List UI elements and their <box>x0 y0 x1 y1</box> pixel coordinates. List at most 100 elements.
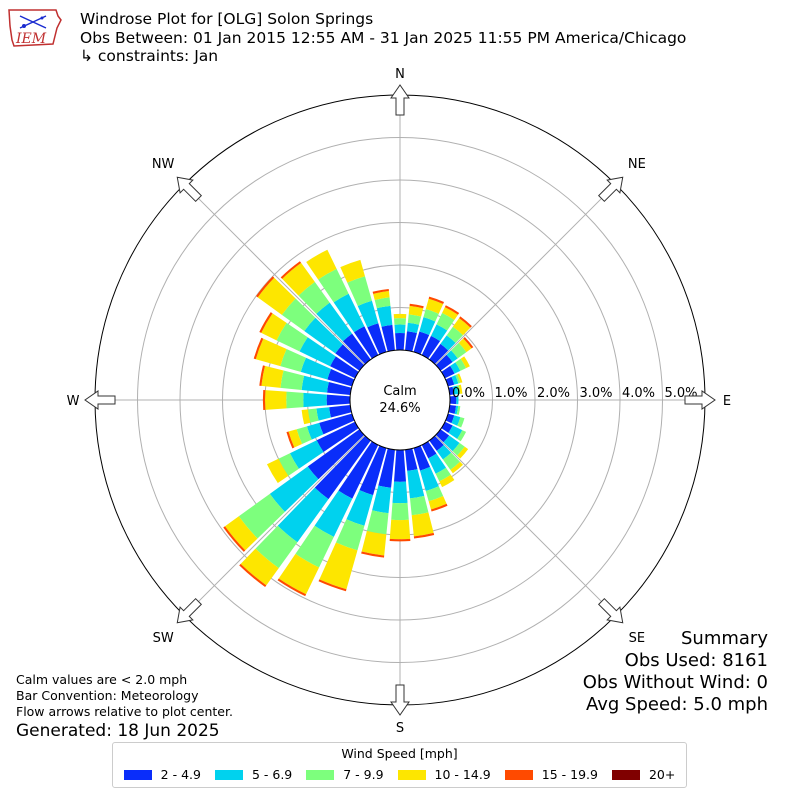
wind-bar-segment <box>333 293 365 333</box>
wind-bar-segment <box>376 305 393 327</box>
legend-swatch <box>504 769 533 780</box>
compass-label: SW <box>153 631 174 646</box>
wind-bar-segment <box>306 249 337 280</box>
wind-bar-segment <box>301 409 311 425</box>
wind-bar-segment <box>389 519 411 540</box>
wind-bar-segment <box>429 343 449 365</box>
wind-bar-segment <box>452 318 471 336</box>
wind-bar-segment <box>338 441 379 499</box>
wind-bar-segment <box>253 337 264 360</box>
wind-bar-segment <box>455 358 467 371</box>
compass-label: E <box>723 394 731 409</box>
wind-bar-segment <box>372 288 389 294</box>
wind-bar-segment <box>444 305 460 315</box>
wind-bar-segment <box>327 369 355 387</box>
wind-bar-segment <box>329 405 352 418</box>
wind-bar-segment <box>261 365 284 388</box>
wind-bar-segment <box>460 356 470 369</box>
wind-bar-segment <box>394 449 406 482</box>
wind-bar-segment <box>261 313 287 341</box>
flow-arrow-icon <box>597 176 624 203</box>
wind-bar-segment <box>255 525 298 569</box>
wind-bar-segment <box>304 317 343 354</box>
obs-used: Obs Used: 8161 <box>624 650 768 671</box>
wind-bar-segment <box>439 474 455 488</box>
wind-bar-segment <box>240 548 279 586</box>
wind-bar-segment <box>405 331 417 352</box>
wind-bar-segment <box>440 335 456 351</box>
wind-bar-segment <box>421 441 437 459</box>
wind-bar-segment <box>406 322 420 333</box>
wind-bar-segment <box>442 307 458 320</box>
wind-bar-segment <box>409 495 429 516</box>
wind-bar-segment <box>288 429 303 448</box>
footnotes: Calm values are < 2.0 mph Bar Convention… <box>16 672 233 742</box>
wind-bar-segment <box>257 277 296 315</box>
calm-center: Calm 24.6% <box>349 349 451 451</box>
wind-bar-segment <box>286 391 304 409</box>
wind-bar-segment <box>314 435 371 500</box>
wind-bar-segment <box>316 302 353 342</box>
legend-item: 5 - 6.9 <box>214 767 293 782</box>
wind-bar-segment <box>457 430 467 442</box>
wind-bar-segment <box>419 466 439 492</box>
wind-bar-segment <box>239 563 267 588</box>
legend-item: 20+ <box>611 767 675 782</box>
wind-bar-segment <box>430 503 448 512</box>
title-line-3: ↳ constraints: Jan <box>80 47 219 65</box>
wind-bar-segment <box>456 395 459 405</box>
wind-bar-segment <box>425 486 444 502</box>
legend-item: 2 - 4.9 <box>123 767 201 782</box>
wind-bar-segment <box>340 259 365 283</box>
wind-bar-segment <box>413 532 435 539</box>
wind-bar-segment <box>319 413 355 435</box>
legend-label: 5 - 6.9 <box>251 767 293 782</box>
wind-bar-segment <box>347 276 372 306</box>
wind-bar-segment <box>442 452 461 470</box>
wind-bar-segment <box>378 448 395 488</box>
grid-spoke <box>435 435 617 617</box>
obs-without-wind: Obs Without Wind: 0 <box>582 672 768 693</box>
wind-bar-segment <box>314 490 353 537</box>
compass-labels: N NE E SE S SW W NW <box>67 67 732 736</box>
wind-bar-segment <box>436 444 452 460</box>
wind-bar-segment <box>458 384 463 394</box>
wind-bar-segment <box>277 578 307 597</box>
wind-bar-segment <box>327 382 352 395</box>
wind-bar-segment <box>435 467 451 482</box>
wind-bar-segment <box>463 336 474 349</box>
wind-bar-segment <box>457 373 463 383</box>
title-line-2: Obs Between: 01 Jan 2015 12:55 AM - 31 J… <box>80 28 687 47</box>
wind-bar-segment <box>335 519 365 551</box>
compass-label: NE <box>628 157 646 172</box>
wind-bar-segment <box>458 338 472 353</box>
wind-bar-segment <box>454 405 459 415</box>
wind-bar-segment <box>457 446 469 459</box>
wind-bar-segment <box>391 502 409 521</box>
wind-bar-segment <box>419 317 436 336</box>
chart-title: Windrose Plot for [OLG] Solon Springs Ob… <box>80 10 686 66</box>
wind-bar-segment <box>330 356 359 379</box>
wind-bar-segment <box>361 530 387 556</box>
wind-bar-segment <box>456 405 461 415</box>
wind-bar-segment <box>448 405 457 414</box>
wind-bar-segment <box>428 296 445 304</box>
wind-bar-segment <box>405 448 418 471</box>
flow-arrow-icon <box>597 597 624 624</box>
legend-label: 7 - 9.9 <box>343 767 384 782</box>
wind-bar-segment <box>428 453 447 474</box>
wind-bar-segment <box>449 395 457 405</box>
wind-bar-segment <box>452 385 459 395</box>
legend-label: 15 - 19.9 <box>541 767 598 782</box>
wind-bar-segment <box>262 389 266 411</box>
compass-label: SE <box>629 631 645 646</box>
wind-bar-segment <box>372 485 392 514</box>
wind-bar-segment <box>300 357 332 380</box>
wind-bar-segment <box>225 516 258 551</box>
flow-arrow-icon <box>176 597 203 624</box>
wind-bar-segment <box>278 453 299 476</box>
wind-bar-segment <box>411 512 434 537</box>
wind-bar-segment <box>306 422 324 440</box>
wind-bar-segment <box>435 429 450 443</box>
radial-tick-label: 1.0% <box>495 386 528 401</box>
